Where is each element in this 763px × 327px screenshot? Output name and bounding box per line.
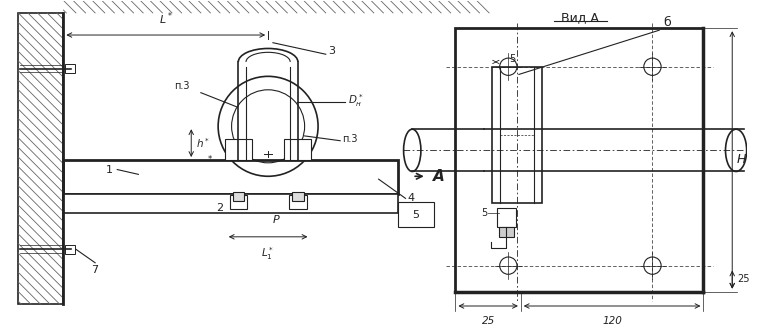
Bar: [18, 13, 63, 304]
Bar: [499, 227, 514, 237]
Bar: [66, 245, 75, 254]
Text: $L_1^*$: $L_1^*$: [262, 246, 275, 262]
Text: $h^*$: $h^*$: [196, 136, 210, 149]
Text: б: б: [663, 16, 671, 29]
Bar: [289, 196, 307, 209]
Text: 5: 5: [413, 210, 420, 220]
Bar: [230, 196, 247, 209]
Text: 25: 25: [481, 316, 494, 326]
Text: А: А: [433, 169, 445, 184]
Text: 1: 1: [106, 164, 113, 175]
Bar: [285, 139, 311, 160]
Bar: [225, 139, 252, 160]
Text: п.3: п.3: [174, 81, 189, 91]
Bar: [497, 208, 516, 227]
Bar: [63, 194, 398, 213]
Text: $L^*$: $L^*$: [159, 11, 173, 27]
Text: Вид А: Вид А: [562, 11, 600, 24]
Bar: [292, 192, 304, 201]
Bar: [66, 64, 75, 74]
Text: п.3: п.3: [342, 134, 358, 144]
Text: 5: 5: [509, 54, 516, 64]
Text: *: *: [208, 155, 211, 164]
Text: 120: 120: [602, 316, 622, 326]
Text: 2: 2: [217, 203, 224, 213]
Bar: [492, 67, 542, 203]
Bar: [233, 192, 244, 201]
Text: 25: 25: [737, 274, 749, 284]
Text: 3: 3: [329, 46, 336, 56]
Text: 4: 4: [407, 193, 414, 203]
Text: 5: 5: [481, 208, 488, 218]
Text: 7: 7: [92, 266, 98, 275]
Bar: [63, 160, 398, 194]
Text: $D_н^*$: $D_н^*$: [348, 92, 363, 109]
Text: Н: Н: [737, 153, 746, 166]
Text: P: P: [273, 215, 280, 226]
Bar: [456, 28, 703, 292]
Bar: [398, 202, 434, 227]
